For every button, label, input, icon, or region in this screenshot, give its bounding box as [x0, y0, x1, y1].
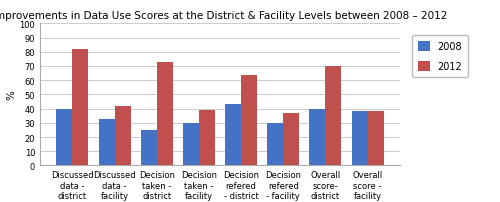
Bar — [267, 123, 283, 166]
Bar — [114, 106, 130, 166]
Bar — [310, 109, 326, 166]
Bar — [72, 50, 88, 166]
Bar — [352, 112, 368, 166]
Bar — [98, 119, 114, 166]
Bar — [199, 110, 215, 166]
Bar — [56, 109, 72, 166]
Title: Improvements in Data Use Scores at the District & Facility Levels between 2008 –: Improvements in Data Use Scores at the D… — [0, 11, 448, 21]
Bar — [326, 67, 342, 166]
Bar — [156, 62, 173, 166]
Legend: 2008, 2012: 2008, 2012 — [412, 36, 468, 78]
Bar — [225, 105, 241, 166]
Bar — [284, 113, 300, 166]
Y-axis label: %: % — [6, 90, 16, 100]
Bar — [368, 112, 384, 166]
Bar — [183, 123, 199, 166]
Bar — [241, 75, 257, 166]
Bar — [140, 130, 156, 166]
